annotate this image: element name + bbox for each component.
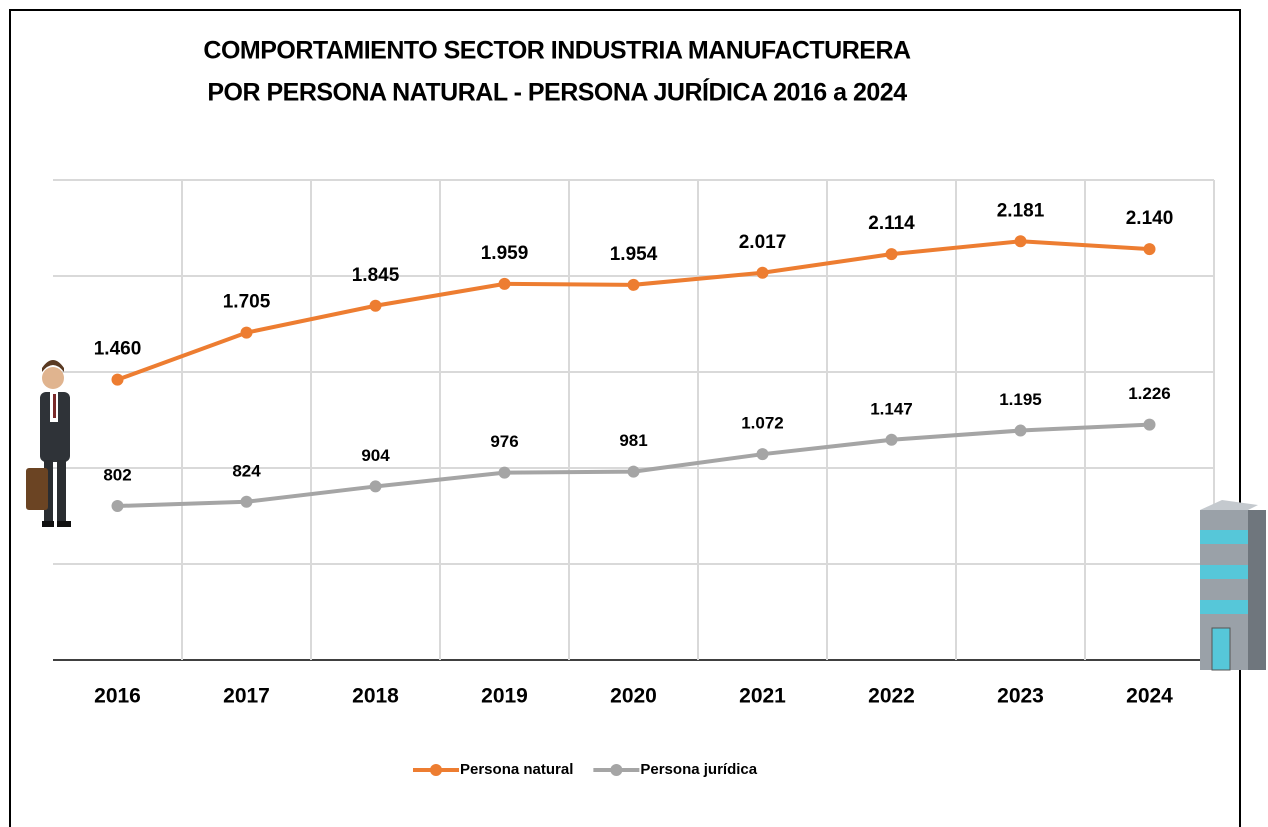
- data-point: [628, 466, 640, 478]
- data-label: 2.181: [997, 200, 1045, 221]
- legend: Persona natural Persona jurídica: [413, 761, 758, 778]
- data-label: 1.226: [1128, 384, 1171, 403]
- data-label: 1.460: [94, 339, 142, 360]
- data-point: [1144, 243, 1156, 255]
- data-label: 802: [103, 466, 131, 485]
- data-point: [112, 500, 124, 512]
- data-point: [886, 434, 898, 446]
- x-tick-label: 2018: [352, 685, 399, 708]
- data-point: [370, 480, 382, 492]
- data-label: 904: [361, 446, 390, 465]
- legend-swatch-marker: [430, 764, 442, 776]
- data-point: [886, 248, 898, 260]
- legend-label: Persona natural: [460, 761, 573, 778]
- data-point: [1144, 419, 1156, 431]
- data-label: 2.114: [868, 213, 915, 234]
- legend-label: Persona jurídica: [640, 761, 757, 778]
- person-icon: [26, 360, 71, 527]
- data-label: 1.147: [870, 399, 913, 418]
- x-tick-label: 2019: [481, 685, 528, 708]
- data-label: 1.072: [741, 414, 784, 433]
- chart-title: COMPORTAMIENTO SECTOR INDUSTRIA MANUFACT…: [203, 37, 911, 65]
- data-point: [757, 448, 769, 460]
- chart: COMPORTAMIENTO SECTOR INDUSTRIA MANUFACT…: [0, 0, 1268, 827]
- data-point: [112, 374, 124, 386]
- data-point: [370, 300, 382, 312]
- x-tick-label: 2020: [610, 685, 657, 708]
- data-point: [499, 278, 511, 290]
- x-tick-label: 2022: [868, 685, 915, 708]
- data-label: 981: [619, 431, 647, 450]
- x-tick-label: 2023: [997, 685, 1044, 708]
- x-tick-label: 2017: [223, 685, 270, 708]
- data-label: 824: [232, 461, 261, 480]
- data-point: [757, 267, 769, 279]
- data-label: 1.959: [481, 243, 529, 264]
- data-label: 1.195: [999, 390, 1042, 409]
- data-label: 1.705: [223, 292, 271, 313]
- chart-subtitle: POR PERSONA NATURAL - PERSONA JURÍDICA 2…: [207, 78, 907, 107]
- data-point: [1015, 235, 1027, 247]
- data-label: 2.017: [739, 232, 787, 253]
- data-point: [241, 496, 253, 508]
- data-label: 1.954: [610, 244, 658, 265]
- data-label: 976: [490, 432, 518, 451]
- data-point: [241, 327, 253, 339]
- x-tick-label: 2016: [94, 685, 141, 708]
- building-icon: [1200, 500, 1266, 670]
- data-label: 2.140: [1126, 208, 1174, 229]
- data-label: 1.845: [352, 265, 400, 286]
- data-point: [628, 279, 640, 291]
- legend-swatch-marker: [610, 764, 622, 776]
- x-tick-label: 2021: [739, 685, 786, 708]
- x-tick-label: 2024: [1126, 685, 1173, 708]
- data-point: [1015, 425, 1027, 437]
- data-point: [499, 467, 511, 479]
